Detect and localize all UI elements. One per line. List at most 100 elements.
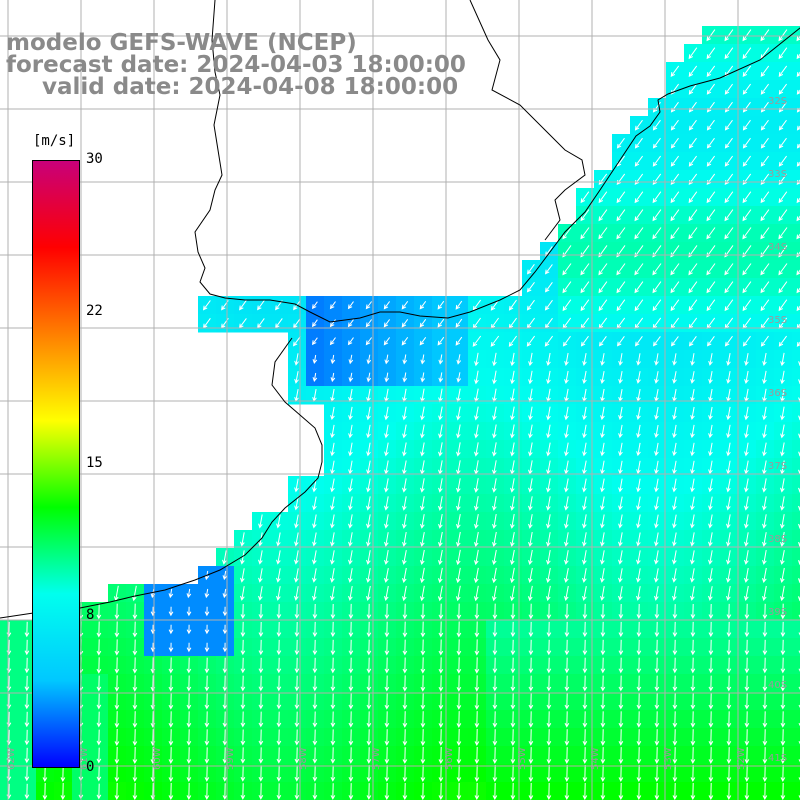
wind-arrow bbox=[204, 711, 210, 728]
wind-arrow bbox=[202, 300, 211, 311]
lon-label: 60W bbox=[152, 747, 163, 770]
wind-arrow bbox=[132, 693, 138, 710]
wind-arrow bbox=[726, 639, 732, 656]
wind-arrow bbox=[726, 747, 732, 764]
wind-arrow bbox=[114, 764, 120, 783]
wind-arrow bbox=[670, 191, 680, 204]
wind-arrow bbox=[168, 729, 174, 746]
wind-arrow bbox=[239, 300, 247, 311]
wind-arrow bbox=[672, 514, 677, 529]
wind-arrow bbox=[330, 711, 336, 728]
wind-arrow bbox=[474, 782, 480, 800]
wind-arrow bbox=[636, 442, 641, 457]
wind-arrow bbox=[780, 550, 785, 565]
wind-arrow bbox=[96, 603, 102, 620]
wind-arrow bbox=[365, 337, 373, 346]
wind-arrow bbox=[778, 119, 787, 131]
lon-label: 57W bbox=[371, 747, 382, 770]
wind-arrow bbox=[402, 585, 407, 602]
wind-arrow bbox=[222, 657, 228, 674]
wind-arrow bbox=[546, 603, 552, 620]
wind-arrow bbox=[564, 585, 569, 602]
wind-arrow bbox=[760, 155, 770, 167]
wind-arrow bbox=[312, 747, 318, 764]
wind-arrow bbox=[582, 764, 588, 783]
lon-label: 56W bbox=[444, 747, 455, 770]
wind-arrow bbox=[294, 478, 299, 493]
wind-arrow bbox=[438, 496, 443, 511]
wind-arrow bbox=[600, 693, 606, 710]
wind-arrow bbox=[580, 281, 590, 294]
wind-arrow bbox=[312, 586, 317, 601]
wind-arrow bbox=[474, 442, 479, 457]
wind-arrow bbox=[618, 514, 623, 529]
wind-arrow bbox=[204, 675, 210, 692]
wind-arrow bbox=[384, 585, 389, 602]
wind-arrow bbox=[598, 281, 608, 294]
wind-arrow bbox=[438, 729, 444, 746]
wind-arrow bbox=[240, 693, 246, 710]
wind-arrow bbox=[780, 478, 785, 493]
wind-arrow bbox=[456, 531, 461, 548]
wind-arrow bbox=[670, 281, 680, 294]
wind-arrow bbox=[312, 765, 318, 782]
wind-arrow bbox=[438, 354, 444, 365]
wind-arrow bbox=[420, 621, 426, 638]
wind-arrow bbox=[688, 83, 698, 95]
wind-arrow bbox=[366, 747, 372, 764]
wind-arrow bbox=[222, 570, 228, 581]
wind-arrow bbox=[438, 711, 444, 728]
wind-arrow bbox=[366, 514, 371, 529]
wind-arrow bbox=[348, 765, 354, 782]
wind-arrow bbox=[474, 406, 479, 421]
wind-arrow bbox=[366, 585, 371, 602]
wind-arrow bbox=[654, 621, 660, 638]
wind-arrow bbox=[474, 352, 479, 367]
wind-arrow bbox=[420, 406, 425, 421]
wind-arrow bbox=[600, 550, 605, 565]
wind-arrow bbox=[726, 764, 732, 783]
wind-arrow bbox=[294, 550, 299, 565]
wind-arrow bbox=[492, 549, 497, 566]
wind-arrow bbox=[438, 764, 444, 783]
wind-arrow bbox=[384, 568, 389, 583]
wind-arrow bbox=[456, 354, 462, 365]
wind-arrow bbox=[582, 370, 587, 385]
wind-arrow bbox=[670, 336, 679, 347]
wind-arrow bbox=[726, 586, 731, 601]
wind-arrow bbox=[706, 227, 716, 240]
wind-arrow bbox=[618, 568, 623, 583]
wind-arrow bbox=[618, 406, 623, 421]
wind-arrow bbox=[744, 747, 750, 764]
wind-arrow bbox=[726, 621, 732, 638]
wind-arrow bbox=[402, 354, 408, 365]
wind-arrow bbox=[508, 335, 518, 347]
wind-arrow bbox=[672, 657, 678, 674]
wind-arrow bbox=[348, 568, 353, 583]
wind-arrow bbox=[455, 300, 463, 310]
wind-arrow bbox=[366, 693, 372, 710]
wind-arrow bbox=[670, 299, 680, 312]
wind-arrow bbox=[672, 550, 677, 565]
wind-arrow bbox=[688, 155, 698, 167]
wind-arrow bbox=[654, 586, 659, 601]
wind-arrow bbox=[420, 711, 426, 728]
wind-arrow bbox=[456, 639, 462, 656]
wind-arrow bbox=[708, 568, 713, 583]
wind-arrow bbox=[474, 746, 480, 765]
wind-arrow bbox=[438, 478, 443, 493]
wind-arrow bbox=[526, 264, 535, 275]
wind-arrow bbox=[760, 263, 770, 276]
wind-arrow bbox=[528, 603, 534, 620]
wind-arrow bbox=[456, 478, 461, 493]
wind-arrow bbox=[672, 568, 677, 583]
wind-arrow bbox=[276, 783, 282, 800]
wind-arrow bbox=[510, 442, 515, 457]
wind-arrow bbox=[600, 532, 605, 547]
wind-arrow bbox=[348, 460, 353, 475]
wind-arrow bbox=[742, 119, 751, 131]
wind-arrow bbox=[780, 657, 786, 674]
wind-arrow bbox=[618, 639, 624, 656]
wind-arrow bbox=[474, 531, 479, 548]
